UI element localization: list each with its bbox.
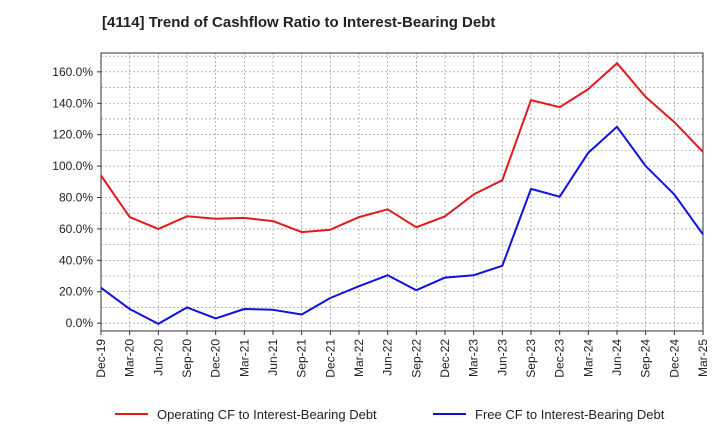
y-tick-label: 0.0%: [66, 316, 94, 330]
x-tick-label: Sep-21: [295, 339, 309, 378]
series-line-1: [100, 62, 704, 234]
plot-frame: [100, 52, 704, 332]
y-tick-label: 40.0%: [59, 253, 93, 267]
x-tick-label: Dec-19: [94, 339, 108, 378]
chart-title: [4114] Trend of Cashflow Ratio to Intere…: [102, 14, 496, 31]
legend: Operating CF to Interest-Bearing Debt Fre…: [115, 407, 665, 422]
x-tick-label: Sep-24: [639, 339, 653, 378]
y-tick-label: 20.0%: [59, 285, 93, 299]
x-tick-label: Dec-24: [667, 339, 681, 378]
x-tick-label: Jun-23: [495, 339, 509, 376]
y-tick-label: 140.0%: [52, 96, 93, 110]
series-lines: [100, 62, 704, 325]
x-tick-label: Mar-25: [696, 339, 710, 377]
x-tick-label: Mar-24: [581, 339, 595, 377]
x-tick-label: Sep-23: [524, 339, 538, 378]
y-tick-label: 80.0%: [59, 190, 93, 204]
y-tick-label: 60.0%: [59, 222, 93, 236]
y-tick-label: 120.0%: [52, 128, 93, 142]
x-tick-label: Jun-20: [151, 339, 165, 376]
x-tick-label: Jun-21: [266, 339, 280, 376]
x-tick-label: Dec-21: [323, 339, 337, 378]
legend-label-2: Free CF to Interest-Bearing Debt: [475, 407, 665, 422]
axes: 0.0% 20.0% 40.0% 60.0% 80.0% 100.0% 120.0% 140.…: [52, 52, 710, 378]
y-tick-label: 160.0%: [52, 65, 93, 79]
x-tick-label: Dec-22: [438, 339, 452, 378]
legend-label-1: Operating CF to Interest-Bearing Debt: [157, 407, 377, 422]
x-tick-label: Jun-24: [610, 339, 624, 376]
x-tick-label: Mar-23: [467, 339, 481, 377]
x-tick-label: Jun-22: [381, 339, 395, 376]
gridlines: [101, 53, 703, 331]
x-tick-label: Mar-22: [352, 339, 366, 377]
x-tick-label: Sep-22: [409, 339, 423, 378]
y-tick-label: 100.0%: [52, 159, 93, 173]
x-tick-label: Mar-20: [123, 339, 137, 377]
x-tick-label: Dec-23: [553, 339, 567, 378]
series-line-2: [100, 125, 704, 325]
x-tick-label: Dec-20: [209, 339, 223, 378]
x-tick-label: Sep-20: [180, 339, 194, 378]
x-tick-label: Mar-21: [237, 339, 251, 377]
